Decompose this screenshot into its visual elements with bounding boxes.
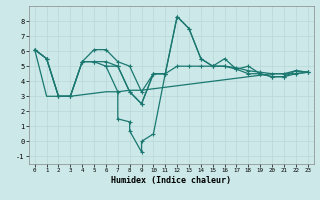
X-axis label: Humidex (Indice chaleur): Humidex (Indice chaleur)	[111, 176, 231, 185]
